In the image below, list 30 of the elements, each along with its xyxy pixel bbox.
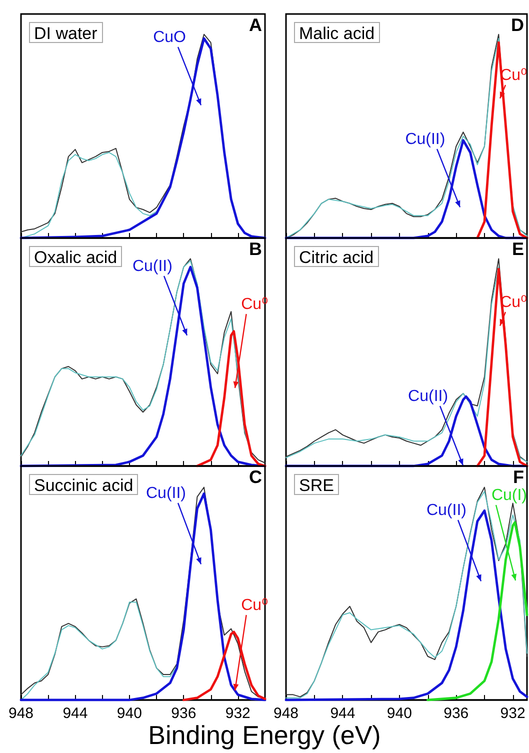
x-tick-label: 948 bbox=[273, 705, 299, 722]
series-label: Cu(II) bbox=[405, 130, 446, 150]
series-label: Cu(II) bbox=[408, 386, 448, 407]
x-tick-label: 936 bbox=[444, 705, 469, 722]
x-tick-label: 944 bbox=[330, 705, 356, 722]
series-label: Cu(I) bbox=[491, 486, 527, 506]
chart-title: Citric acid bbox=[299, 248, 374, 267]
text: C bbox=[249, 467, 262, 487]
x-tick-label: 932 bbox=[500, 705, 526, 722]
annotation: D bbox=[511, 15, 524, 35]
annotation: B bbox=[249, 239, 262, 259]
x-tick-label: 932 bbox=[225, 705, 250, 722]
x-tick-label: 940 bbox=[386, 705, 412, 722]
chart-title: Succinic acid bbox=[34, 476, 134, 495]
text: F bbox=[513, 467, 524, 487]
chart-title: Oxalic acid bbox=[34, 248, 118, 267]
chart-title: DI water bbox=[34, 24, 98, 43]
x-tick-label: 940 bbox=[116, 705, 142, 722]
chart-title: SRE bbox=[299, 476, 334, 495]
series-label: Cu(II) bbox=[146, 484, 186, 504]
series-label: CuO bbox=[153, 28, 186, 48]
annotation: E bbox=[512, 239, 524, 259]
chart-title: Malic acid bbox=[299, 24, 375, 43]
series-label: Cu(II) bbox=[426, 500, 466, 521]
series-label: Cu(II) bbox=[132, 257, 172, 278]
x-axis-title: Binding Energy (eV) bbox=[148, 720, 381, 750]
x-tick-label: 948 bbox=[8, 705, 34, 722]
x-tick-label: 944 bbox=[62, 705, 88, 722]
x-tick-label: 936 bbox=[171, 705, 196, 722]
annotation: A bbox=[249, 15, 262, 35]
